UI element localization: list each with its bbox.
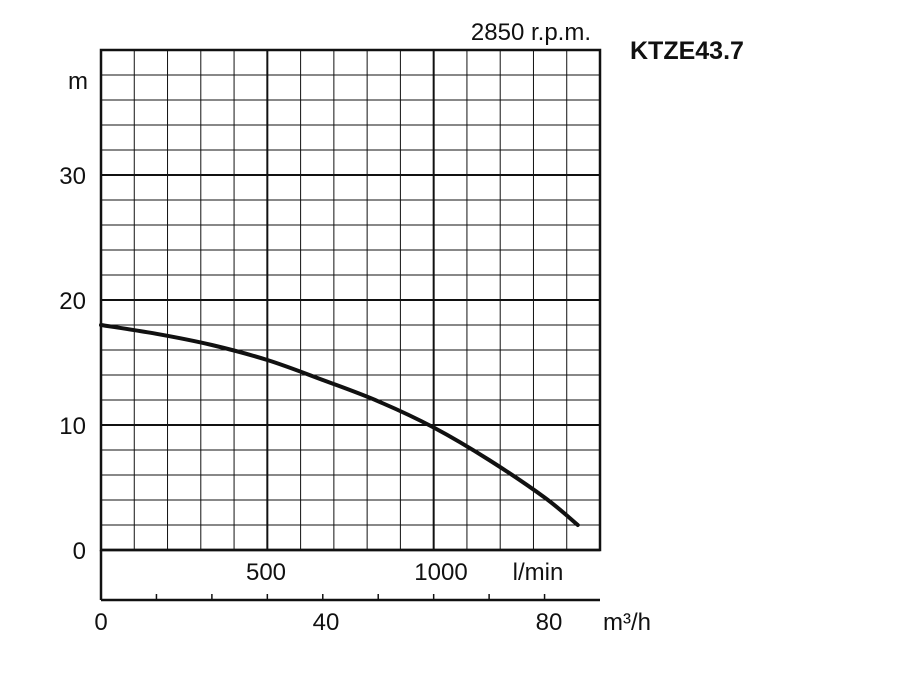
lmin-axis-unit: l/min xyxy=(513,559,564,586)
m3h-tick-label: 0 xyxy=(94,609,107,636)
major-grid xyxy=(101,50,600,550)
speed-label: 2850 r.p.m. xyxy=(471,19,591,46)
lmin-tick-label: 1000 xyxy=(414,559,467,586)
model-title: KTZE43.7 xyxy=(630,37,744,65)
y-tick-label: 10 xyxy=(59,413,86,440)
m3h-axis-unit: m³/h xyxy=(603,609,651,636)
y-axis-unit: m xyxy=(68,68,88,95)
y-tick-label: 20 xyxy=(59,288,86,315)
m3h-tick-label: 80 xyxy=(536,609,563,636)
head-curve xyxy=(99,323,580,527)
lmin-tick-label: 500 xyxy=(246,559,286,586)
y-tick-label: 0 xyxy=(73,538,86,565)
y-tick-labels: 0 10 20 30 xyxy=(59,163,86,565)
m3h-tick-label: 40 xyxy=(313,609,340,636)
m3h-tick-marks xyxy=(155,594,546,600)
y-tick-label: 30 xyxy=(59,163,86,190)
